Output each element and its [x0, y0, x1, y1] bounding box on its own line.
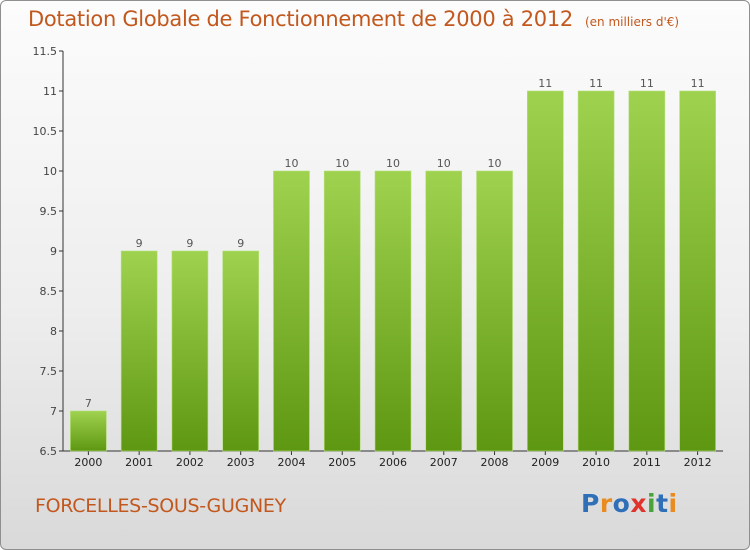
y-tick-label: 8 [50, 325, 57, 338]
bar-2008 [476, 170, 513, 452]
data-label-2012: 11 [691, 77, 705, 90]
bar-2012 [679, 90, 716, 452]
x-tick-label: 2011 [633, 456, 661, 469]
logo-letter: r [599, 489, 613, 518]
y-tick-label: 11 [43, 85, 57, 98]
bar-2002 [171, 250, 209, 452]
x-tick-label: 2000 [74, 456, 102, 469]
bar-2004 [273, 170, 310, 452]
y-tick-label: 8.5 [40, 285, 58, 298]
logo-letter: i [647, 489, 657, 518]
bar-2003 [222, 250, 259, 452]
data-label-2009: 11 [538, 77, 552, 90]
data-label-2003: 9 [237, 237, 244, 250]
data-label-2007: 10 [437, 157, 451, 170]
title-row: Dotation Globale de Fonctionnement de 20… [28, 7, 679, 31]
logo-letter: P [581, 489, 600, 518]
y-tick-label: 7.5 [40, 365, 58, 378]
bar-2010 [577, 90, 615, 452]
chart-subtitle: (en milliers d'€) [584, 15, 680, 29]
data-label-2006: 10 [386, 157, 400, 170]
bars [70, 90, 716, 452]
commune-name: FORCELLES-SOUS-GUGNEY [35, 495, 286, 517]
logo-letter: o [612, 489, 631, 518]
y-tick-label: 6.5 [40, 445, 58, 458]
x-tick-label: 2005 [328, 456, 356, 469]
data-label-2005: 10 [335, 157, 349, 170]
data-label-2008: 10 [488, 157, 502, 170]
x-tick-label: 2008 [481, 456, 509, 469]
logo-letter: x [630, 489, 647, 518]
bar-2006 [374, 170, 412, 452]
x-tick-label: 2003 [227, 456, 255, 469]
y-tick-label: 9.5 [40, 205, 58, 218]
data-label-2002: 9 [186, 237, 193, 250]
logo-letter: i [668, 489, 678, 518]
bar-2005 [323, 170, 361, 452]
bar-2001 [120, 250, 158, 452]
y-tick-label: 11.5 [33, 45, 58, 58]
x-tick-label: 2010 [582, 456, 610, 469]
x-tick-label: 2007 [430, 456, 458, 469]
x-tick-label: 2002 [176, 456, 204, 469]
bar-2009 [527, 90, 564, 452]
data-label-2001: 9 [136, 237, 143, 250]
data-label-2004: 10 [284, 157, 298, 170]
axes: 6.5 7 7.5 8 8.5 9 9.5 10 10.5 11 11.5 2000 2001 2002 2… [33, 45, 723, 469]
data-label-2011: 11 [640, 77, 654, 90]
x-tick-label: 2006 [379, 456, 407, 469]
bar-2011 [628, 90, 666, 452]
bar-2007 [425, 170, 463, 452]
data-labels: 7 9 9 9 10 10 10 10 10 11 11 11 11 [85, 77, 705, 410]
proxiti-logo[interactable]: Proxiti [581, 489, 678, 518]
x-tick-label: 2012 [684, 456, 712, 469]
x-tick-label: 2009 [531, 456, 559, 469]
y-tick-label: 10 [43, 165, 57, 178]
chart-title: Dotation Globale de Fonctionnement de 20… [28, 7, 573, 31]
y-tick-label: 10.5 [33, 125, 58, 138]
logo-letter: t [656, 489, 669, 518]
x-tick-label: 2004 [277, 456, 305, 469]
y-tick-label: 9 [50, 245, 57, 258]
y-tick-label: 7 [50, 405, 57, 418]
data-label-2010: 11 [589, 77, 603, 90]
bar-2000 [70, 410, 107, 452]
data-label-2000: 7 [85, 397, 92, 410]
x-tick-label: 2001 [125, 456, 153, 469]
